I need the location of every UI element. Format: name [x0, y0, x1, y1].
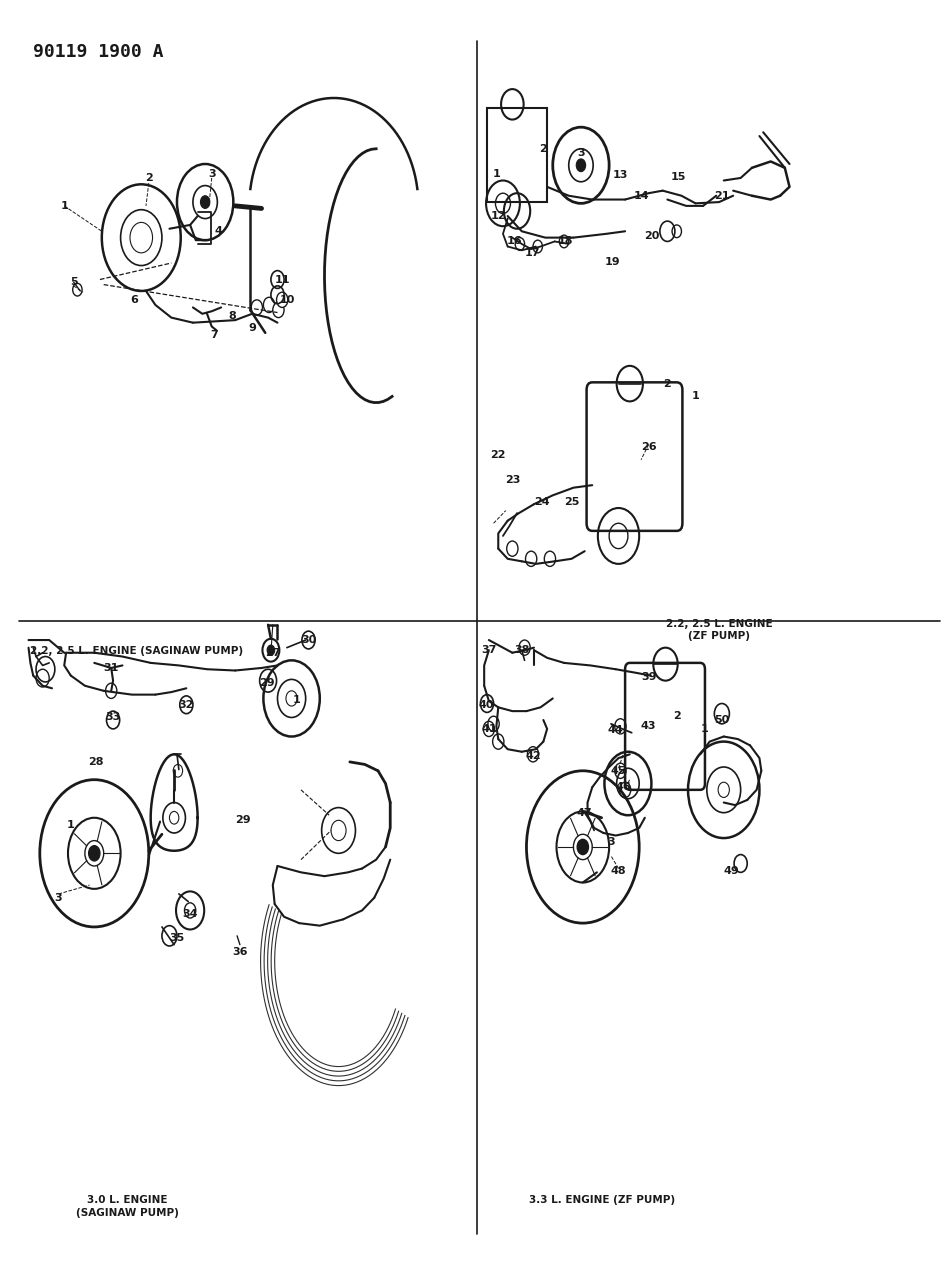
Text: 3: 3 — [577, 148, 585, 158]
Circle shape — [72, 283, 82, 296]
Text: 3: 3 — [208, 170, 215, 180]
Text: 44: 44 — [607, 725, 624, 736]
Text: 50: 50 — [714, 715, 729, 725]
Text: 3: 3 — [55, 892, 63, 903]
Text: 7: 7 — [210, 330, 218, 340]
Text: 24: 24 — [534, 497, 549, 506]
Text: 41: 41 — [481, 724, 497, 734]
Text: 48: 48 — [611, 866, 626, 876]
Text: 90119 1900 A: 90119 1900 A — [33, 43, 164, 61]
Text: 11: 11 — [274, 274, 290, 284]
Text: 3.0 L. ENGINE: 3.0 L. ENGINE — [87, 1195, 168, 1205]
Text: 28: 28 — [89, 757, 104, 766]
Text: 34: 34 — [183, 909, 198, 919]
Text: (ZF PUMP): (ZF PUMP) — [688, 631, 750, 641]
Text: 36: 36 — [232, 947, 248, 958]
Text: 2: 2 — [540, 144, 547, 154]
Text: 2: 2 — [664, 379, 671, 389]
Text: 9: 9 — [248, 323, 256, 333]
Text: 29: 29 — [259, 678, 275, 689]
Text: 23: 23 — [506, 476, 521, 484]
Text: (SAGINAW PUMP): (SAGINAW PUMP) — [76, 1207, 179, 1218]
Text: 16: 16 — [506, 236, 522, 246]
Circle shape — [576, 159, 585, 172]
Circle shape — [560, 235, 568, 247]
Text: 1: 1 — [692, 391, 700, 402]
Text: 22: 22 — [490, 450, 506, 460]
Text: 6: 6 — [129, 295, 138, 305]
Circle shape — [577, 839, 588, 854]
Text: 33: 33 — [106, 713, 121, 723]
Circle shape — [201, 196, 209, 208]
Text: 46: 46 — [615, 783, 631, 792]
Text: 15: 15 — [671, 172, 686, 182]
Text: 47: 47 — [577, 807, 592, 817]
Circle shape — [545, 551, 556, 566]
Text: 3: 3 — [607, 836, 615, 847]
Circle shape — [515, 237, 525, 250]
Text: 26: 26 — [641, 442, 656, 453]
Text: 1: 1 — [67, 820, 74, 830]
Text: 30: 30 — [301, 635, 316, 645]
Text: 18: 18 — [558, 236, 574, 246]
Text: 49: 49 — [724, 866, 739, 876]
Text: 13: 13 — [613, 171, 628, 181]
Text: 2: 2 — [145, 173, 152, 182]
Text: 4: 4 — [214, 226, 222, 236]
Text: 39: 39 — [641, 672, 656, 682]
Circle shape — [276, 292, 288, 307]
Text: 40: 40 — [478, 700, 494, 710]
Text: 29: 29 — [235, 815, 250, 825]
Text: 32: 32 — [179, 700, 194, 710]
Text: 31: 31 — [104, 663, 119, 673]
Text: 21: 21 — [714, 191, 729, 200]
Text: 38: 38 — [514, 645, 529, 655]
Text: 3.3 L. ENGINE (ZF PUMP): 3.3 L. ENGINE (ZF PUMP) — [528, 1195, 675, 1205]
Text: 37: 37 — [481, 645, 497, 655]
Text: 12: 12 — [490, 212, 506, 221]
Circle shape — [89, 845, 100, 861]
Text: 2.2, 2.5 L. ENGINE (SAGINAW PUMP): 2.2, 2.5 L. ENGINE (SAGINAW PUMP) — [30, 646, 243, 657]
Text: 35: 35 — [169, 933, 185, 944]
Text: 20: 20 — [644, 231, 659, 241]
Circle shape — [251, 300, 263, 315]
Text: 14: 14 — [633, 191, 649, 200]
Circle shape — [506, 541, 518, 556]
Text: 42: 42 — [526, 751, 541, 761]
Text: 2.2, 2.5 L. ENGINE: 2.2, 2.5 L. ENGINE — [665, 618, 772, 629]
Text: 27: 27 — [265, 648, 281, 658]
Circle shape — [268, 645, 275, 655]
Text: 1: 1 — [60, 201, 69, 210]
Text: 43: 43 — [641, 722, 656, 732]
Text: 2: 2 — [673, 711, 681, 722]
Text: 17: 17 — [525, 247, 540, 258]
Circle shape — [533, 240, 543, 252]
Text: 10: 10 — [280, 295, 295, 305]
Text: 5: 5 — [69, 277, 77, 287]
Text: 1: 1 — [292, 695, 300, 705]
Text: 25: 25 — [564, 497, 579, 506]
Text: 1: 1 — [701, 724, 709, 734]
Text: 1: 1 — [492, 170, 500, 180]
Circle shape — [526, 551, 537, 566]
Text: 8: 8 — [228, 311, 236, 321]
Text: 19: 19 — [605, 256, 621, 266]
Circle shape — [264, 297, 275, 312]
Circle shape — [273, 302, 284, 317]
Circle shape — [106, 683, 117, 699]
Text: 45: 45 — [611, 766, 626, 775]
